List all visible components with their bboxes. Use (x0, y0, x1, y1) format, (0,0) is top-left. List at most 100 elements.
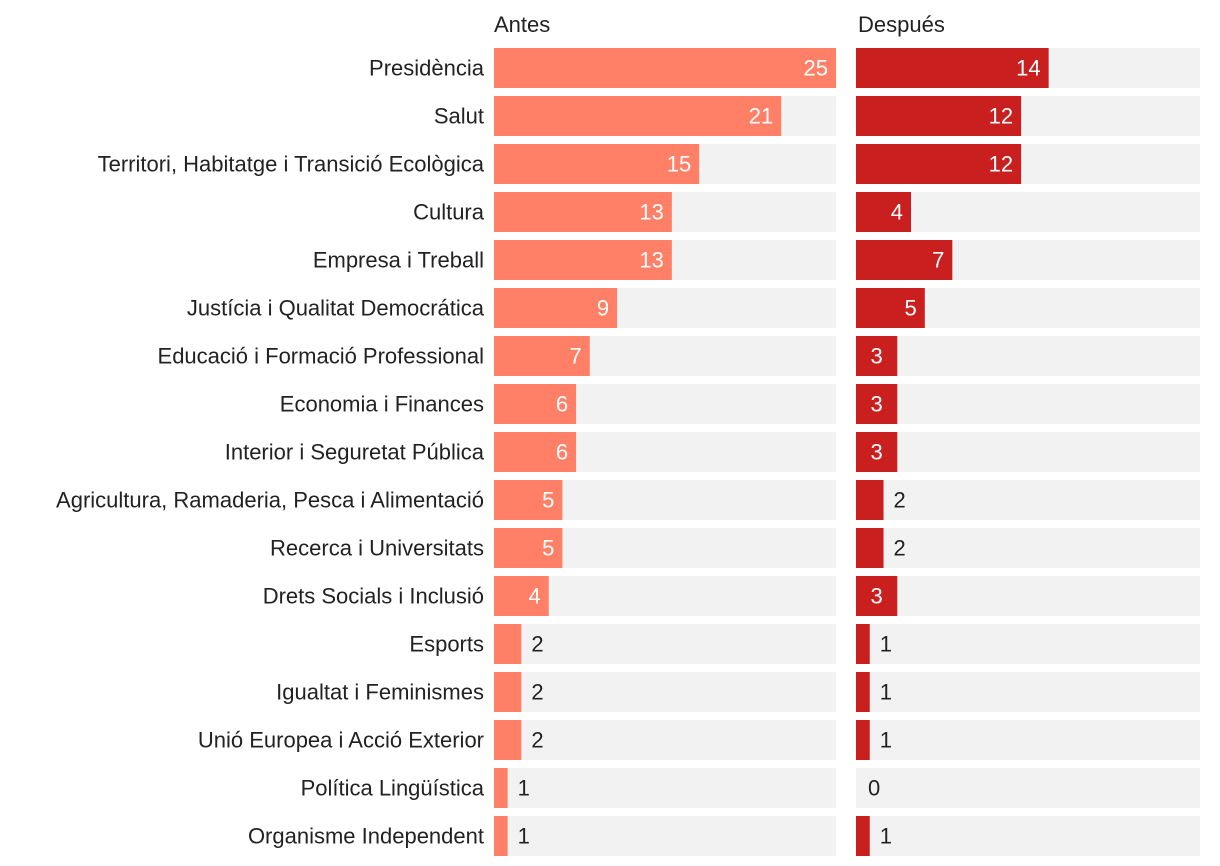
value-label: 1 (880, 728, 892, 753)
bar (494, 432, 577, 472)
bar (856, 144, 1022, 184)
bar (494, 672, 522, 712)
value-label: 2 (894, 488, 906, 513)
bar (494, 288, 618, 328)
value-label: 3 (871, 344, 883, 369)
panel-title-despues: Después (858, 12, 945, 37)
value-label: 14 (1016, 56, 1040, 81)
category-label: Salut (434, 104, 484, 129)
value-label: 1 (880, 824, 892, 849)
bar (494, 624, 522, 664)
bar (856, 240, 953, 280)
bar (494, 576, 549, 616)
bar (494, 96, 782, 136)
category-label: Política Lingüística (301, 776, 485, 801)
bar (494, 816, 508, 856)
value-label: 13 (639, 200, 663, 225)
value-label: 0 (868, 776, 880, 801)
category-label: Interior i Seguretat Pública (225, 440, 485, 465)
bar-track (856, 576, 1200, 616)
value-label: 5 (542, 536, 554, 561)
category-label: Recerca i Universitats (270, 536, 484, 561)
bar (494, 144, 700, 184)
bar (856, 336, 898, 376)
value-label: 12 (989, 104, 1013, 129)
category-label: Presidència (369, 56, 485, 81)
value-label: 2 (894, 536, 906, 561)
value-label: 4 (528, 584, 540, 609)
bar (856, 576, 898, 616)
category-label: Organisme Independent (248, 824, 484, 849)
value-label: 1 (880, 632, 892, 657)
value-label: 3 (871, 584, 883, 609)
panel-title-antes: Antes (494, 12, 550, 37)
category-label: Drets Socials i Inclusió (263, 584, 484, 609)
bar (494, 192, 672, 232)
bar (494, 528, 563, 568)
value-label: 12 (989, 152, 1013, 177)
value-label: 3 (871, 440, 883, 465)
bar-track (856, 480, 1200, 520)
value-label: 6 (556, 392, 568, 417)
bar (856, 528, 884, 568)
value-label: 4 (891, 200, 903, 225)
value-label: 1 (880, 680, 892, 705)
category-label: Igualtat i Feminismes (276, 680, 484, 705)
bar-track (856, 432, 1200, 472)
category-label: Territori, Habitatge i Transició Ecològi… (98, 152, 485, 177)
bar-track (856, 528, 1200, 568)
bar-track (856, 720, 1200, 760)
bar (856, 288, 925, 328)
bar-track (494, 768, 836, 808)
category-label: Justícia i Qualitat Democrática (187, 296, 485, 321)
bar-track (494, 624, 836, 664)
value-label: 21 (749, 104, 773, 129)
category-label: Esports (409, 632, 484, 657)
value-label: 9 (597, 296, 609, 321)
bar (856, 672, 870, 712)
bar (494, 480, 563, 520)
bar-track (856, 336, 1200, 376)
bar (494, 48, 836, 88)
value-label: 13 (639, 248, 663, 273)
value-label: 25 (804, 56, 828, 81)
value-label: 1 (518, 824, 530, 849)
bar (856, 624, 870, 664)
value-label: 2 (531, 728, 543, 753)
value-label: 3 (871, 392, 883, 417)
bar (856, 480, 884, 520)
bar (856, 48, 1049, 88)
value-label: 6 (556, 440, 568, 465)
value-label: 2 (531, 632, 543, 657)
bar-track (856, 624, 1200, 664)
bar-track (494, 672, 836, 712)
bar (856, 720, 870, 760)
category-label: Cultura (413, 200, 485, 225)
value-label: 15 (667, 152, 691, 177)
bar (856, 384, 898, 424)
bar-track (856, 192, 1200, 232)
bar (494, 768, 508, 808)
category-label: Agricultura, Ramaderia, Pesca i Alimenta… (56, 488, 484, 513)
bar (856, 816, 870, 856)
bar-track (856, 816, 1200, 856)
bar (856, 96, 1022, 136)
value-label: 1 (518, 776, 530, 801)
bar (856, 432, 898, 472)
bar (856, 192, 912, 232)
value-label: 2 (531, 680, 543, 705)
value-label: 5 (905, 296, 917, 321)
bar-track (856, 768, 1200, 808)
category-label: Unió Europea i Acció Exterior (198, 728, 484, 753)
bar-track (494, 576, 836, 616)
bar-track (856, 672, 1200, 712)
value-label: 7 (570, 344, 582, 369)
value-label: 7 (932, 248, 944, 273)
category-label: Economia i Finances (280, 392, 484, 417)
bar-track (494, 720, 836, 760)
bar (494, 240, 672, 280)
bar-track (494, 816, 836, 856)
category-label: Educació i Formació Professional (158, 344, 484, 369)
